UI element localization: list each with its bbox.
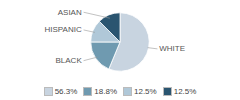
svg-text:BLACK: BLACK	[55, 56, 82, 65]
html-text:12.5%: 12.5%	[173, 86, 197, 96]
html-text:56.3%: 56.3%	[54, 86, 78, 96]
html-text:18.8%: 18.8%	[94, 86, 117, 96]
svg-text:ASIAN: ASIAN	[58, 8, 82, 17]
svg-text:HISPANIC: HISPANIC	[45, 25, 82, 34]
svg-text:WHITE: WHITE	[159, 44, 185, 53]
html-text:12.5%: 12.5%	[134, 86, 157, 96]
